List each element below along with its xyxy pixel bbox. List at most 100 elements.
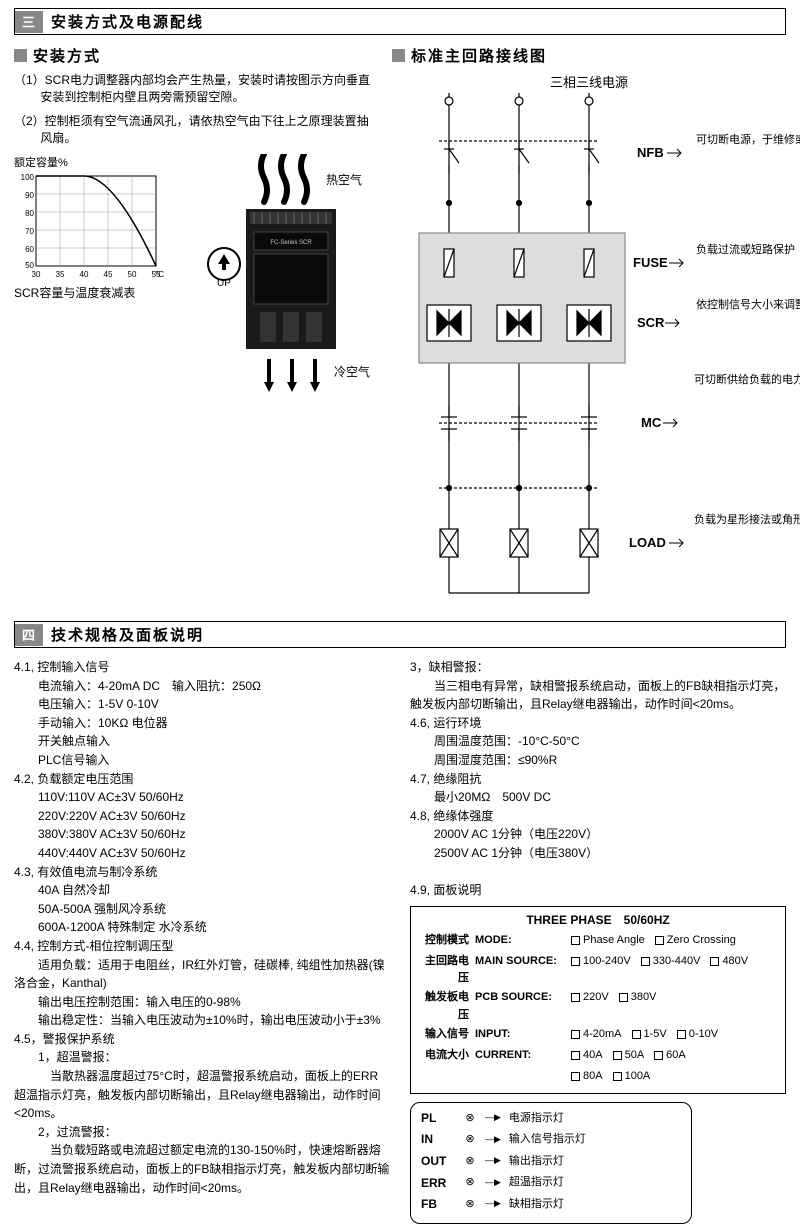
checkbox-label: 60A bbox=[666, 1047, 686, 1064]
spec-line: 4.7, 绝缘阻抗 bbox=[410, 770, 786, 789]
spec-line: 600A-1200A 特殊制定 水冷系统 bbox=[14, 918, 390, 937]
checkbox-icon bbox=[613, 1051, 622, 1060]
spec-line: PLC信号输入 bbox=[14, 751, 390, 770]
panel-row-zh: 触发板电压 bbox=[417, 989, 469, 1023]
checkbox-icon bbox=[571, 993, 580, 1002]
checkbox-option bbox=[660, 1072, 672, 1081]
install-method-col: 安装方式 （1）SCR电力调整器内部均会产生热量，安装时请按图示方向垂直安装到控… bbox=[14, 45, 374, 613]
spec-line: 4.8, 绝缘体强度 bbox=[410, 807, 786, 826]
led-desc: 电源指示灯 bbox=[509, 1110, 564, 1127]
panel-row-opts: Phase Angle Zero Crossing bbox=[571, 932, 779, 951]
led-desc: 输入信号指示灯 bbox=[509, 1131, 586, 1148]
checkbox-option: 480V bbox=[710, 953, 748, 970]
load-desc: 负载为星形接法或角形接法均可，中心不能接零线或接地。 bbox=[694, 513, 786, 527]
circuit-subtitle: 标准主回路接线图 bbox=[411, 45, 547, 66]
spec-left-col: 4.1, 控制输入信号 电流输入：4-20mA DC 输入阻抗：250Ω 电压输… bbox=[14, 658, 390, 1224]
checkbox-label: 0-10V bbox=[689, 1026, 718, 1043]
checkbox-option: 0-10V bbox=[677, 1026, 718, 1043]
spec-line: 2500V AC 1分钟（电压380V） bbox=[410, 844, 786, 863]
section-3-body: 安装方式 （1）SCR电力调整器内部均会产生热量，安装时请按图示方向垂直安装到控… bbox=[14, 45, 786, 613]
spec-line: 周围湿度范围：≤90%R bbox=[410, 751, 786, 770]
checkbox-option: 330-440V bbox=[641, 953, 701, 970]
led-icon: ⊗ bbox=[463, 1196, 477, 1213]
spec-line: 当负载短路或电流超过额定电流的130-150%时，快速熔断器熔断，过流警报系统启… bbox=[14, 1141, 390, 1197]
spec-line: 4.5，警报保护系统 bbox=[14, 1030, 390, 1049]
checkbox-label: 330-440V bbox=[653, 953, 701, 970]
svg-text:MC: MC bbox=[641, 415, 662, 430]
checkbox-icon bbox=[619, 993, 628, 1002]
spec-right-text: 3，缺相警报： 当三相电有异常，缺相警报系统启动，面板上的FB缺相指示灯亮，触发… bbox=[410, 658, 786, 900]
checkbox-option: 60A bbox=[654, 1047, 686, 1064]
checkbox-icon bbox=[632, 1030, 641, 1039]
led-tag: PL bbox=[421, 1109, 455, 1128]
panel-row-en: MODE: bbox=[475, 932, 565, 949]
checkbox-label: 1-5V bbox=[644, 1026, 667, 1043]
checkbox-option: 100A bbox=[613, 1068, 651, 1085]
panel-row: 电流大小CURRENT:40A50A60A bbox=[417, 1047, 779, 1066]
led-row: OUT⊗—▶输出指示灯 bbox=[421, 1152, 681, 1171]
panel-row-zh: 主回路电压 bbox=[417, 953, 469, 987]
section-4-header: 四 技术规格及面板说明 bbox=[14, 621, 786, 648]
checkbox-option: 380V bbox=[619, 989, 657, 1006]
panel-row-opts: 80A 100A bbox=[571, 1068, 779, 1087]
section-4-title: 技术规格及面板说明 bbox=[43, 622, 212, 647]
checkbox-icon bbox=[641, 957, 650, 966]
panel-spec-box: THREE PHASE 50/60HZ 控制模式MODE:Phase Angle… bbox=[410, 906, 786, 1094]
checkbox-option: 80A bbox=[571, 1068, 603, 1085]
svg-text:50: 50 bbox=[128, 270, 137, 279]
circuit-subhead: 标准主回路接线图 bbox=[392, 45, 786, 66]
checkbox-icon bbox=[677, 1030, 686, 1039]
arrow-icon: —▶ bbox=[485, 1154, 501, 1168]
chart-caption-top: 额定容量% bbox=[14, 154, 184, 170]
checkbox-icon bbox=[571, 1030, 580, 1039]
spec-line: 当散热器温度超过75°C时，超温警报系统启动，面板上的ERR超温指示灯亮，触发板… bbox=[14, 1067, 390, 1123]
svg-text:LOAD: LOAD bbox=[629, 535, 666, 550]
spec-line: 3，缺相警报： bbox=[410, 658, 786, 677]
checkbox-label: 50A bbox=[625, 1047, 645, 1064]
led-icon: ⊗ bbox=[463, 1174, 477, 1191]
arrow-icon: —▶ bbox=[485, 1176, 501, 1190]
checkbox-option: Phase Angle bbox=[571, 932, 645, 949]
checkbox-label: 100A bbox=[625, 1068, 651, 1085]
led-icon: ⊗ bbox=[463, 1131, 477, 1148]
panel-title: THREE PHASE 50/60HZ bbox=[417, 911, 779, 930]
chart-and-device: 额定容量% 10090807060 bbox=[14, 154, 374, 394]
derating-chart-block: 额定容量% 10090807060 bbox=[14, 154, 184, 394]
spec-line: 适用负载：适用于电阻丝，IR红外灯管，硅碳棒, 纯组性加热器(镍洛合金，Kant… bbox=[14, 956, 390, 993]
spec-line: 电流输入：4-20mA DC 输入阻抗：250Ω bbox=[14, 677, 390, 696]
spec-line: 4.2, 负载额定电压范围 bbox=[14, 770, 390, 789]
spec-line: 4.6, 运行环境 bbox=[410, 714, 786, 733]
svg-text:NFB: NFB bbox=[637, 145, 664, 160]
arrow-icon: —▶ bbox=[485, 1197, 501, 1211]
spec-line: 4.4, 控制方式-相位控制调压型 bbox=[14, 937, 390, 956]
svg-text:热空气: 热空气 bbox=[326, 172, 362, 187]
spec-line: 周围温度范围：-10°C-50°C bbox=[410, 732, 786, 751]
spec-line bbox=[410, 863, 786, 882]
checkbox-option: Zero Crossing bbox=[655, 932, 736, 949]
checkbox-label: 380V bbox=[631, 989, 657, 1006]
led-row: IN ⊗ —▶ 输入信号指示灯 bbox=[421, 1130, 681, 1149]
svg-text:40: 40 bbox=[80, 270, 89, 279]
arrow-icon: —▶ bbox=[485, 1133, 501, 1147]
led-tag: IN bbox=[421, 1130, 455, 1149]
panel-row-zh: 电流大小 bbox=[417, 1047, 469, 1064]
section-4-num: 四 bbox=[15, 624, 43, 646]
checkbox-option: 100-240V bbox=[571, 953, 631, 970]
led-desc: 超温指示灯 bbox=[509, 1174, 564, 1191]
checkbox-option: 50A bbox=[613, 1047, 645, 1064]
svg-text:35: 35 bbox=[56, 270, 65, 279]
checkbox-icon bbox=[613, 1072, 622, 1081]
svg-text:FC-Series SCR: FC-Series SCR bbox=[270, 240, 312, 246]
svg-text:SCR: SCR bbox=[637, 315, 665, 330]
led-tag: ERR bbox=[421, 1174, 455, 1193]
spec-line: 开关触点输入 bbox=[14, 732, 390, 751]
checkbox-label: Zero Crossing bbox=[667, 932, 736, 949]
circuit-top-label: 三相三线电源 bbox=[392, 72, 786, 91]
install-subhead: 安装方式 bbox=[14, 45, 374, 66]
spec-line: 输出稳定性：当输入电压波动为±10%时，输出电压波动小于±3% bbox=[14, 1011, 390, 1030]
svg-text:FUSE: FUSE bbox=[633, 255, 668, 270]
checkbox-label: Phase Angle bbox=[583, 932, 645, 949]
checkbox-icon bbox=[654, 1051, 663, 1060]
square-icon bbox=[392, 49, 405, 62]
svg-text:UP: UP bbox=[217, 278, 231, 289]
